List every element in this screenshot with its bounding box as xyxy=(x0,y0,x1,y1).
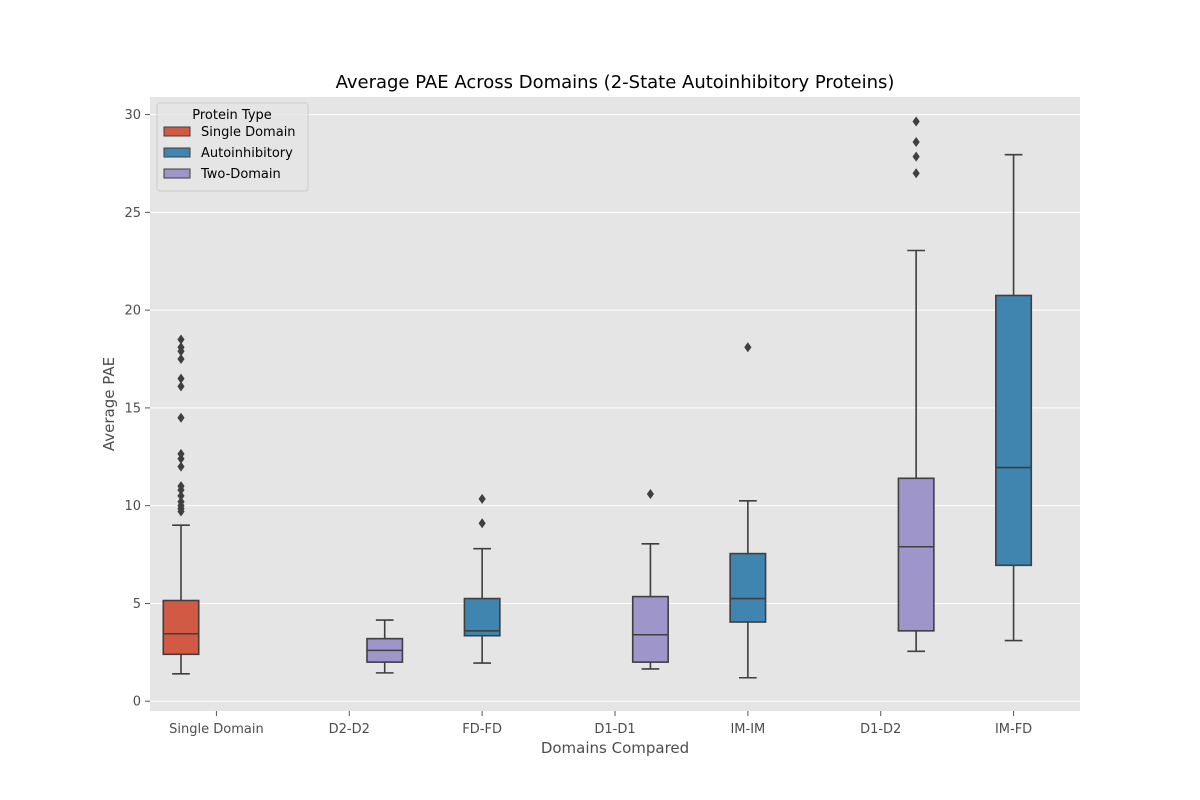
box-single-domain xyxy=(162,334,200,675)
x-tick-label: FD-FD xyxy=(462,722,502,737)
outlier-point xyxy=(177,381,185,392)
x-tick-label: IM-IM xyxy=(730,722,765,737)
outlier-point xyxy=(177,481,185,492)
box-im-fd xyxy=(995,153,1033,642)
chart-title: Average PAE Across Domains (2-State Auto… xyxy=(336,72,895,93)
box-iqr xyxy=(463,597,501,637)
y-tick-label: 0 xyxy=(133,695,141,710)
legend-entry-label: Two-Domain xyxy=(200,167,281,182)
y-tick-label: 10 xyxy=(124,499,141,514)
legend-entry-label: Autoinhibitory xyxy=(201,146,293,161)
outlier-point xyxy=(177,342,185,353)
box-fd-fd xyxy=(463,493,501,664)
box-d1-d2 xyxy=(897,116,935,653)
box-iqr xyxy=(995,294,1033,567)
box-iqr xyxy=(631,595,669,663)
legend-swatch xyxy=(163,168,191,179)
outlier-point xyxy=(478,493,486,504)
outlier-point xyxy=(177,448,185,459)
outlier-point xyxy=(177,373,185,384)
boxes-layer xyxy=(162,116,1033,679)
outlier-point xyxy=(177,412,185,423)
outlier-point xyxy=(646,488,655,499)
outlier-point xyxy=(744,342,752,353)
box-d1-d1 xyxy=(631,488,669,670)
outlier-point xyxy=(912,151,920,162)
x-axis-ticks: Single Domain D2-D2 FD-FD D1-D1 IM-IM D1-D2 IM… xyxy=(169,711,1032,737)
y-axis-ticks: 0 5 10 15 20 25 30 xyxy=(124,108,150,710)
legend-swatch xyxy=(163,126,191,137)
y-tick-label: 30 xyxy=(124,108,141,123)
legend-title: Protein Type xyxy=(192,108,272,123)
outlier-point xyxy=(177,490,185,501)
y-tick-label: 25 xyxy=(124,206,141,221)
legend-frame xyxy=(156,102,309,192)
outlier-point xyxy=(912,136,920,147)
x-tick-label: IM-FD xyxy=(995,722,1032,737)
outlier-point xyxy=(912,116,920,127)
y-tick-label: 5 xyxy=(133,597,141,612)
y-tick-label: 20 xyxy=(124,304,141,319)
box-iqr xyxy=(162,599,200,656)
box-d2-d2 xyxy=(366,619,404,674)
gridlines xyxy=(150,114,1080,702)
outlier-point xyxy=(478,518,486,529)
x-axis-label: Domains Compared xyxy=(541,739,689,757)
outlier-point xyxy=(912,168,920,179)
outlier-point xyxy=(177,496,185,507)
box-iqr xyxy=(729,552,767,623)
y-axis-label: Average PAE xyxy=(100,357,118,451)
outlier-point xyxy=(177,461,185,472)
legend-swatch xyxy=(163,147,191,158)
y-tick-label: 15 xyxy=(124,401,141,416)
outlier-point xyxy=(177,354,185,365)
x-tick-label: D1-D2 xyxy=(860,722,901,737)
outlier-point xyxy=(177,334,185,345)
x-tick-label: D1-D1 xyxy=(594,722,635,737)
x-tick-label: D2-D2 xyxy=(329,722,370,737)
legend: Protein Type Single Domain Autoinhibitory… xyxy=(156,102,309,192)
box-im-im xyxy=(729,342,767,679)
legend-entry-label: Single Domain xyxy=(201,125,296,140)
x-tick-label: Single Domain xyxy=(169,722,264,737)
box-iqr xyxy=(897,477,935,632)
